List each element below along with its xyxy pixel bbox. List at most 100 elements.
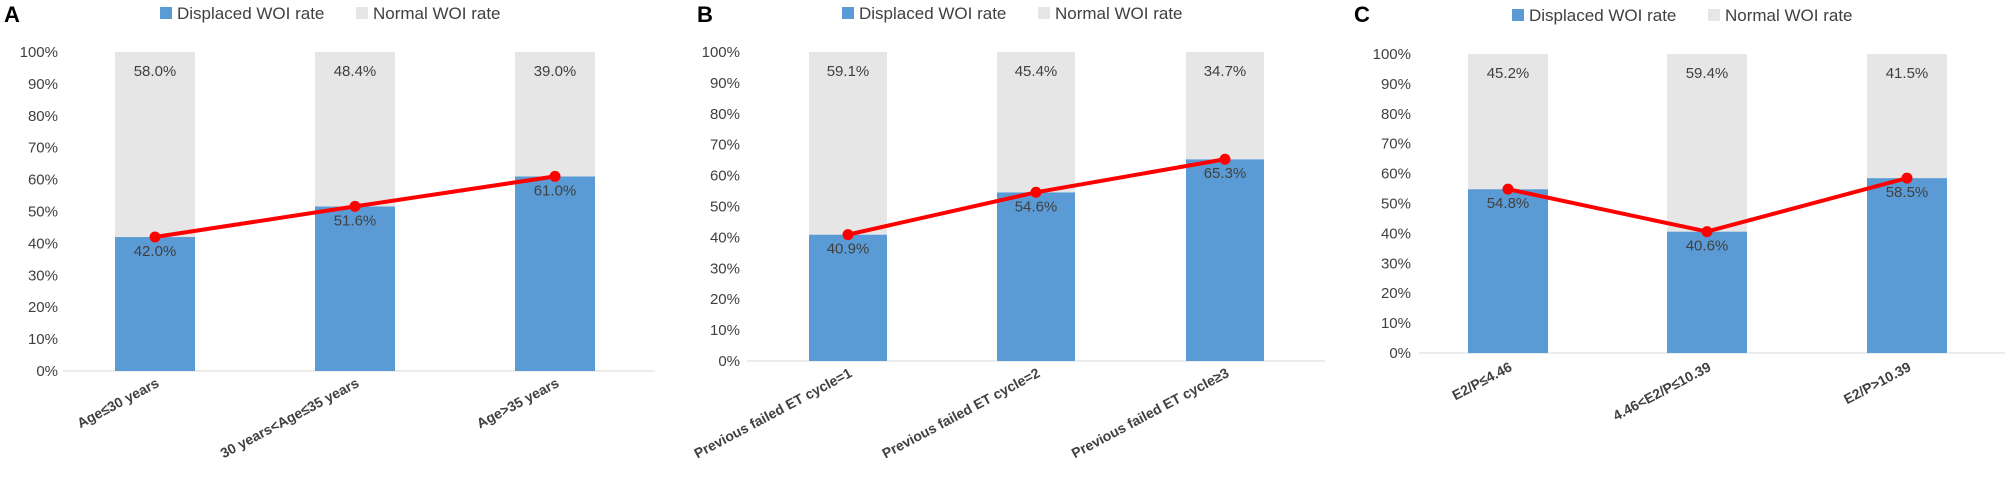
trend-point [1502,183,1514,195]
data-label-displaced: 54.6% [1015,198,1058,215]
y-tick-label: 10% [28,331,58,348]
bar-normal [1468,54,1548,190]
y-tick-label: 40% [28,235,58,252]
data-label-displaced: 54.8% [1487,195,1530,212]
y-tick-label: 20% [28,299,58,316]
x-category-label: Previous failed ET cycle≥3 [1069,364,1232,461]
trend-point [549,170,561,182]
y-tick-label: 10% [710,322,740,339]
y-tick-label: 70% [710,137,740,154]
bar-normal [1667,54,1747,232]
legend-swatch-displaced [160,7,172,19]
bar-displaced [315,206,395,371]
y-tick-label: 40% [1381,225,1411,242]
data-label-displaced: 51.6% [334,212,377,229]
data-label-displaced: 40.6% [1686,238,1729,255]
legend-swatch-displaced [842,7,854,19]
y-tick-label: 80% [710,106,740,123]
data-label-normal: 58.0% [134,63,177,80]
x-category-label: E2/P>10.39 [1841,358,1914,407]
data-label-displaced: 42.0% [134,243,177,260]
trend-point [1219,153,1231,165]
y-tick-label: 60% [28,172,58,189]
y-tick-label: 90% [1381,76,1411,93]
y-tick-label: 0% [36,363,58,380]
y-tick-label: 60% [710,168,740,185]
y-tick-label: 0% [718,353,740,370]
y-tick-label: 50% [710,199,740,216]
legend-swatch-displaced [1512,9,1524,21]
y-tick-label: 30% [1381,255,1411,272]
bar-normal [1186,52,1264,160]
x-category-label: Previous failed ET cycle=1 [691,364,854,461]
bar-displaced [1667,231,1747,353]
y-tick-label: 100% [1373,46,1411,63]
y-tick-label: 90% [28,76,58,93]
data-label-normal: 41.5% [1886,65,1929,82]
bar-normal [315,52,395,207]
x-category-label: 30 years<Age≤35 years [218,374,362,461]
data-label-displaced: 65.3% [1204,165,1247,182]
bar-displaced [1468,189,1548,353]
data-label-normal: 39.0% [534,63,577,80]
y-tick-label: 60% [1381,166,1411,183]
panel-label: B [697,2,713,27]
panel-label: A [4,2,20,27]
data-label-displaced: 58.5% [1886,184,1929,201]
y-tick-label: 70% [28,140,58,157]
trend-point [842,229,854,241]
trend-point [349,200,361,212]
y-tick-label: 90% [710,75,740,92]
bar-displaced [997,192,1075,361]
y-tick-label: 80% [28,108,58,125]
data-label-normal: 48.4% [334,63,377,80]
y-tick-label: 40% [710,229,740,246]
legend-swatch-normal [1708,9,1720,21]
x-category-label: 4.46<E2/P≤10.39 [1610,358,1713,423]
y-tick-label: 50% [1381,196,1411,213]
bar-normal [115,52,195,238]
y-tick-label: 80% [1381,106,1411,123]
legend-label-normal: Normal WOI rate [1055,4,1183,23]
y-tick-label: 50% [28,204,58,221]
legend-swatch-normal [356,7,368,19]
bar-displaced [115,237,195,371]
data-label-normal: 45.2% [1487,65,1530,82]
trend-point [1701,226,1713,238]
data-label-normal: 34.7% [1204,63,1247,80]
x-category-label: Age≤30 years [74,374,161,431]
bar-normal [515,52,595,177]
x-category-label: Age>35 years [474,374,562,431]
x-category-label: E2/P≤4.46 [1449,358,1514,403]
bar-displaced [515,176,595,371]
y-tick-label: 30% [710,260,740,277]
y-tick-label: 100% [20,44,58,61]
bar-displaced [1867,178,1947,353]
legend-label-displaced: Displaced WOI rate [1529,6,1676,25]
panel-label: C [1354,2,1370,27]
bar-normal [1867,54,1947,179]
bar-displaced [809,234,887,361]
trend-point [1030,186,1042,198]
trend-point [1901,172,1913,184]
legend-label-normal: Normal WOI rate [373,4,501,23]
legend-label-normal: Normal WOI rate [1725,6,1853,25]
legend-swatch-normal [1038,7,1050,19]
y-tick-label: 20% [1381,285,1411,302]
y-tick-label: 20% [710,291,740,308]
bar-normal [809,52,887,235]
y-tick-label: 100% [702,44,740,61]
y-tick-label: 0% [1389,345,1411,362]
data-label-normal: 59.4% [1686,65,1729,82]
bar-normal [997,52,1075,193]
data-label-normal: 59.1% [827,63,870,80]
y-tick-label: 30% [28,267,58,284]
y-tick-label: 70% [1381,136,1411,153]
y-tick-label: 10% [1381,315,1411,332]
bar-displaced [1186,159,1264,361]
legend-label-displaced: Displaced WOI rate [177,4,324,23]
data-label-displaced: 61.0% [534,182,577,199]
data-label-displaced: 40.9% [827,241,870,258]
legend-label-displaced: Displaced WOI rate [859,4,1006,23]
